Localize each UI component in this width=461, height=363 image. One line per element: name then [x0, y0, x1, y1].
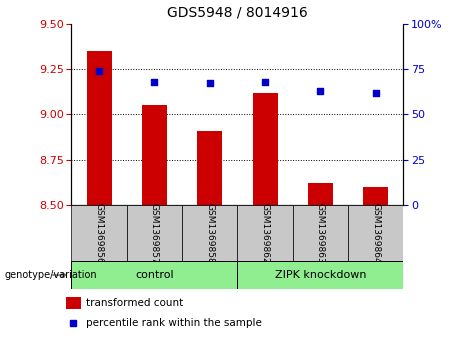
Text: GSM1369857: GSM1369857 — [150, 203, 159, 264]
Text: GSM1369862: GSM1369862 — [260, 203, 270, 264]
Bar — [197, 131, 222, 205]
Bar — [348, 205, 403, 261]
Point — [261, 79, 269, 85]
Text: control: control — [135, 270, 174, 280]
Point — [70, 321, 77, 326]
Text: GSM1369858: GSM1369858 — [205, 203, 214, 264]
Bar — [293, 205, 348, 261]
Text: genotype/variation: genotype/variation — [5, 270, 97, 280]
Bar — [127, 205, 182, 261]
Bar — [363, 187, 388, 205]
Point — [206, 81, 213, 86]
Point — [317, 88, 324, 94]
Text: GSM1369863: GSM1369863 — [316, 203, 325, 264]
Bar — [71, 205, 127, 261]
Text: transformed count: transformed count — [86, 298, 183, 308]
Bar — [182, 205, 237, 261]
Text: GSM1369856: GSM1369856 — [95, 203, 104, 264]
Bar — [253, 93, 278, 205]
Bar — [65, 297, 81, 309]
Bar — [142, 105, 167, 205]
Point — [95, 68, 103, 74]
Point — [151, 79, 158, 85]
Bar — [71, 261, 237, 289]
Bar — [237, 205, 293, 261]
Bar — [87, 51, 112, 205]
Title: GDS5948 / 8014916: GDS5948 / 8014916 — [167, 6, 308, 20]
Bar — [237, 261, 403, 289]
Bar — [308, 183, 333, 205]
Text: ZIPK knockdown: ZIPK knockdown — [275, 270, 366, 280]
Text: percentile rank within the sample: percentile rank within the sample — [86, 318, 262, 329]
Point — [372, 90, 379, 95]
Text: GSM1369864: GSM1369864 — [371, 203, 380, 264]
